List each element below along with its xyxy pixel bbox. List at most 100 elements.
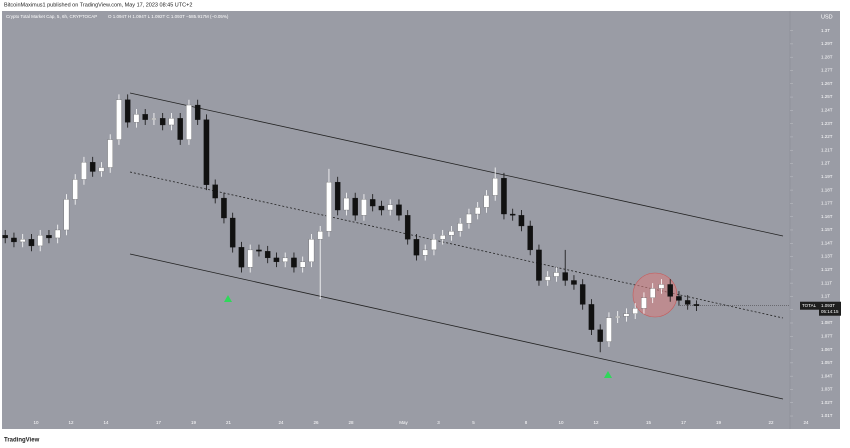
candle-body	[439, 235, 446, 240]
x-tick-label: 17	[681, 420, 687, 425]
candle-body	[466, 213, 472, 224]
candle-body	[378, 205, 385, 211]
candle-body	[684, 300, 691, 305]
candle-body	[326, 181, 332, 232]
y-tick-label: 1.25T	[821, 94, 833, 99]
y-tick-label: 1.17T	[821, 201, 833, 206]
candle-body	[308, 239, 315, 263]
candle-body	[46, 235, 52, 239]
candle-body	[474, 207, 481, 215]
candle-body	[676, 296, 682, 301]
x-tick-label: 12	[593, 420, 599, 425]
x-tick-label: 15	[646, 420, 652, 425]
chart-title: Crypto Total Market Cap, 5, 6h, CRYPTOCA…	[6, 14, 97, 19]
candle-body	[501, 177, 507, 215]
candle-body	[369, 199, 376, 207]
y-tick-label: 1.18T	[821, 187, 833, 192]
y-tick-label: 1.26T	[821, 81, 833, 86]
candle-body	[431, 239, 437, 251]
y-tick-label: 1.03T	[821, 387, 833, 392]
candle-body	[273, 257, 280, 263]
y-tick-label: 1.14T	[821, 240, 833, 245]
x-tick-label: 22	[768, 420, 774, 425]
y-tick-label: 1.24T	[821, 108, 833, 113]
y-tick-label: 1.15T	[821, 227, 833, 232]
candle-body	[492, 177, 498, 196]
candle-body	[194, 104, 201, 120]
candle-body	[641, 297, 647, 309]
x-tick-label: 19	[716, 420, 722, 425]
candle-body	[404, 215, 411, 240]
x-tick-label: 28	[348, 420, 354, 425]
candle-body	[186, 104, 192, 140]
candle-body	[177, 118, 183, 140]
y-tick-label: 1.29T	[821, 41, 833, 46]
candle-body	[72, 179, 78, 200]
candle-body	[509, 213, 516, 216]
candle-body	[116, 99, 122, 140]
y-tick-label: 1.01T	[821, 413, 833, 418]
candle-body	[238, 247, 245, 268]
y-tick-label: 1.27T	[821, 68, 833, 73]
candle-body	[317, 231, 323, 240]
candle-body	[667, 284, 673, 297]
up-arrow	[224, 295, 232, 302]
y-tick-label: 1.28T	[821, 54, 833, 59]
x-tick-label: May	[399, 420, 408, 425]
x-tick-label: 3	[437, 420, 440, 425]
candle-body	[597, 329, 603, 342]
up-arrow	[604, 371, 612, 378]
ohlc-readout: O 1.094T H 1.094T L 1.092T C 1.093T −585…	[108, 14, 229, 19]
y-tick-label: 1.21T	[821, 147, 833, 152]
x-tick-label: 10	[33, 420, 39, 425]
symbol-label: TOTAL	[802, 303, 817, 308]
y-tick-label: 1.19T	[821, 174, 833, 179]
candle-body	[606, 317, 612, 342]
candle-body	[282, 257, 288, 263]
y-tick-label: 1.02T	[821, 400, 833, 405]
candle-body	[352, 197, 358, 216]
candle-body	[588, 304, 595, 330]
candle-body	[63, 199, 70, 231]
candle-body	[536, 249, 542, 281]
publisher: BitcoinMaximus1 published on TradingView…	[4, 2, 192, 8]
candle-body	[159, 118, 166, 126]
x-tick-label: 14	[103, 420, 109, 425]
candle-body	[19, 239, 26, 243]
x-tick-label: 19	[191, 420, 197, 425]
x-tick-label: 5	[472, 420, 475, 425]
candle-body	[562, 272, 568, 281]
x-tick-label: 12	[68, 420, 74, 425]
y-tick-label: 1.13T	[821, 254, 833, 259]
candle-body	[89, 162, 96, 172]
countdown: 05:14:15	[821, 309, 839, 314]
candle-body	[2, 235, 8, 239]
candle-body	[579, 284, 586, 305]
candle-body	[527, 225, 533, 251]
candle-body	[256, 249, 262, 252]
candle-body	[343, 197, 350, 211]
channel-upper	[129, 92, 784, 237]
candle-body	[483, 195, 490, 208]
x-tick-label: 26	[313, 420, 319, 425]
brand: TradingView	[4, 438, 40, 444]
candle-body	[264, 251, 271, 259]
y-tick-label: 1.3T	[821, 28, 830, 33]
candle-body	[107, 139, 113, 168]
candle-body	[361, 199, 367, 216]
candle-body	[28, 239, 35, 247]
x-tick-label: 21	[226, 420, 232, 425]
y-tick-label: 1.16T	[821, 214, 833, 219]
candle-body	[221, 197, 227, 219]
y-tick-label: 1.05T	[821, 360, 833, 365]
candle-body	[623, 313, 630, 317]
y-tick-label: 1.08T	[821, 320, 833, 325]
candle-body	[11, 237, 17, 243]
y-tick-label: 1.12T	[821, 267, 833, 272]
candle-body	[168, 118, 175, 126]
y-tick-label: 1.06T	[821, 347, 833, 352]
candle-body	[571, 280, 577, 285]
candle-body	[151, 118, 157, 120]
candle-body	[212, 184, 218, 199]
